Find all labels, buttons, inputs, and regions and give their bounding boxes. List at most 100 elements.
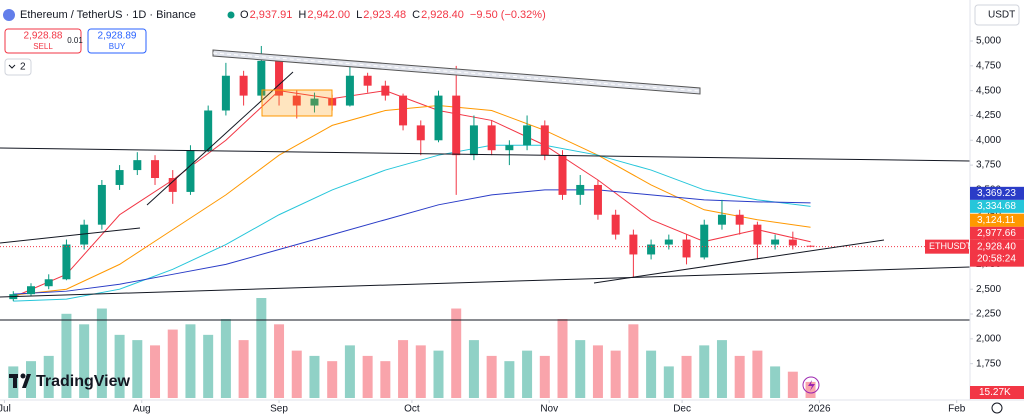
symbol-icon [3, 9, 15, 21]
logo-mark [20, 373, 26, 379]
candle-body [239, 75, 248, 96]
ma-line [13, 189, 811, 295]
candle-body [133, 160, 142, 171]
volume-badge [970, 386, 1024, 399]
y-tick-label: 2,000 [976, 333, 1001, 344]
countdown: 20:58:24 [977, 253, 1016, 264]
ma-badge [970, 226, 1024, 240]
trend-line [0, 147, 971, 162]
volume-bar [238, 340, 249, 398]
ma-badge-label: 2,977.66 [977, 228, 1016, 239]
channel [212, 49, 701, 95]
volume-bar [592, 345, 603, 398]
volume-bar [203, 334, 214, 398]
x-tick-label: Dec [673, 404, 691, 415]
candle-body [452, 95, 461, 156]
trend-line [146, 71, 294, 206]
x-tick-label: Sep [270, 404, 288, 415]
buy-label: BUY [109, 42, 126, 51]
candle-body [62, 244, 71, 280]
currency: USDT [988, 10, 1015, 21]
x-tick-label: Feb [948, 404, 966, 415]
volume-bar [468, 340, 479, 398]
candle-body [717, 214, 726, 225]
volume-label: 15.27K [979, 387, 1011, 398]
volume-bar [681, 355, 692, 398]
volume-bar [220, 319, 231, 398]
candle-body [611, 214, 620, 235]
ohlc-legend: O 2,937.91 H 2,942.00 L 2,923.48 C 2,928.40 −9.5… [240, 9, 546, 21]
indicators-count: 2 [20, 62, 26, 73]
candle-body [115, 170, 124, 185]
volume-bar [433, 350, 444, 398]
x-tick-label: Nov [540, 404, 558, 415]
candle-body [44, 279, 53, 287]
candle-body [186, 150, 195, 192]
candle-body [593, 184, 602, 215]
volume-bar [415, 345, 426, 398]
buy-price: 2,928.89 [98, 31, 137, 42]
volume-bar [61, 313, 72, 398]
candle-body [469, 125, 478, 156]
volume-bar [380, 361, 391, 398]
volume-bar [398, 340, 409, 398]
y-tick-label: 4,000 [976, 135, 1001, 146]
candle-body [257, 60, 266, 96]
ohlc-value: 2,923.48 [363, 9, 406, 21]
ohlc-key: H [298, 9, 306, 21]
x-tick-label: Jul [0, 404, 11, 415]
x-tick-label: 2026 [808, 404, 831, 415]
candle-body [735, 214, 744, 225]
ma-badge-label: 3,369.23 [977, 188, 1016, 199]
ohlc-value: 2,942.00 [307, 9, 350, 21]
logo-mark [22, 374, 31, 388]
volume-bar [752, 350, 763, 398]
symbol-badge [925, 239, 969, 254]
indicators-toggle[interactable] [4, 58, 32, 76]
candle-body [80, 224, 89, 245]
candle-body [221, 75, 230, 111]
y-tick-label: 4,250 [976, 110, 1001, 121]
ohlc-key: O [240, 9, 249, 21]
plot-area: ETHUSDT [0, 45, 972, 398]
candle-body [576, 184, 585, 195]
volume-bar [132, 340, 143, 398]
candle-body [27, 286, 36, 295]
trend-line [593, 239, 885, 284]
candle-body [523, 125, 532, 146]
volume-bar [344, 345, 355, 398]
event-icon[interactable] [802, 376, 820, 394]
brand: TradingView [36, 373, 131, 390]
volume-bar [504, 361, 515, 398]
candle-body [682, 239, 691, 258]
volume-bar [256, 298, 267, 398]
candle-body [629, 234, 638, 255]
ohlc-value: 2,928.40 [421, 9, 464, 21]
currency-button[interactable] [974, 4, 1020, 26]
ma-badge [970, 213, 1024, 227]
ma-line [13, 90, 811, 298]
candle-body [151, 160, 160, 179]
volume-bar [96, 308, 107, 398]
status-dot [227, 11, 235, 19]
volume-bar [362, 355, 373, 398]
candle-body [700, 224, 709, 258]
ohlc-value: 2,937.91 [250, 9, 293, 21]
candle-body [771, 239, 780, 245]
candle-body [540, 125, 549, 156]
y-tick-label: 3,750 [976, 160, 1001, 171]
volume-bar [770, 366, 781, 398]
buy-button[interactable] [87, 28, 147, 54]
sell-button[interactable] [4, 28, 82, 54]
volume-bar [486, 355, 497, 398]
volume-bar [716, 340, 727, 398]
volume-bar [274, 324, 285, 398]
volume-bar [628, 324, 639, 398]
candle-body [345, 75, 354, 106]
ma-badge [970, 186, 1024, 200]
settings-icon[interactable] [991, 402, 1003, 414]
symbol-label: ETHUSDT [929, 241, 972, 251]
volume-bar [646, 350, 657, 398]
sell-label: SELL [33, 42, 53, 51]
